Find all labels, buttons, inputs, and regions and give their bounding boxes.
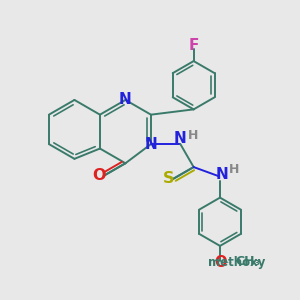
Text: N: N (119, 92, 132, 107)
Text: methoxy: methoxy (226, 262, 233, 263)
Text: F: F (188, 38, 199, 53)
Text: N: N (145, 136, 157, 152)
Text: O: O (93, 168, 106, 183)
Text: methoxy: methoxy (208, 256, 265, 269)
Text: N: N (216, 167, 228, 182)
Text: N: N (174, 131, 187, 146)
Text: S: S (163, 171, 175, 186)
Text: O: O (214, 255, 226, 270)
Text: CH₃: CH₃ (235, 255, 260, 268)
Text: H: H (188, 129, 198, 142)
Text: H: H (229, 163, 239, 176)
